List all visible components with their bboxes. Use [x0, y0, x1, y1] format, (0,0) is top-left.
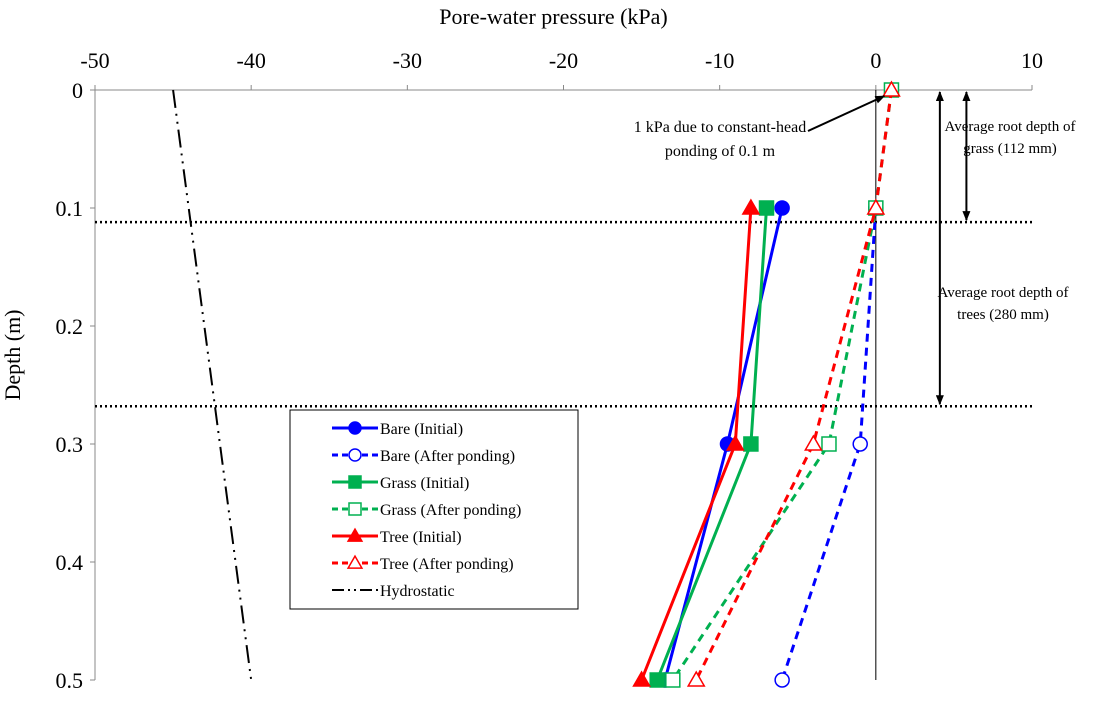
data-point-triangle	[741, 198, 761, 215]
legend-label: Bare (After ponding)	[380, 448, 515, 465]
x-tick-label: -20	[549, 48, 578, 73]
legend-label: Grass (After ponding)	[380, 502, 521, 519]
series-group	[172, 89, 253, 681]
series-group	[686, 80, 901, 687]
legend-item: Grass (After ponding)	[332, 502, 521, 519]
data-point-triangle	[804, 434, 823, 451]
data-point-circle	[348, 421, 362, 435]
y-tick-label: 0.4	[56, 550, 84, 575]
series-group	[665, 82, 900, 688]
annotation-ponding-line2: ponding of 0.1 m	[665, 143, 776, 160]
legend-label: Tree (After ponding)	[380, 556, 514, 573]
annotation-ponding-line1: 1 kPa due to constant-head	[634, 119, 806, 136]
legend-item: Hydrostatic	[332, 583, 455, 600]
legend-item: Bare (After ponding)	[332, 448, 515, 465]
legend-item: Tree (Initial)	[332, 527, 462, 546]
data-point-triangle	[866, 198, 886, 215]
series-line	[671, 89, 893, 681]
annotation-grass-line2: grass (112 mm)	[963, 141, 1057, 157]
annotation-ponding-arrow	[807, 95, 886, 132]
x-tick-label: -10	[705, 48, 734, 73]
legend-item: Tree (After ponding)	[332, 554, 514, 573]
x-tick-label: -50	[80, 48, 109, 73]
y-tick-label: 0.2	[56, 314, 84, 339]
legend-label: Tree (Initial)	[380, 529, 462, 546]
y-axis-title: Depth (m)	[0, 309, 25, 400]
data-point-triangle	[882, 80, 901, 97]
annotation-trees-line1: Average root depth of	[938, 285, 1069, 301]
series-group	[657, 200, 790, 688]
data-point-square	[348, 475, 362, 489]
data-point-square	[665, 672, 681, 688]
legend-label: Grass (Initial)	[380, 475, 469, 492]
data-point-triangle	[346, 527, 364, 542]
y-tick-label: 0	[72, 78, 83, 103]
x-tick-label: -30	[393, 48, 422, 73]
y-tick-label: 0.1	[56, 196, 84, 221]
x-tick-label: -40	[237, 48, 266, 73]
x-tick-label: 10	[1021, 48, 1043, 73]
data-point-triangle	[686, 670, 706, 687]
data-point-square	[348, 502, 362, 516]
series-line	[172, 89, 253, 681]
y-tick-label: 0.5	[56, 668, 84, 693]
series-group	[632, 198, 761, 687]
data-point-circle	[774, 200, 790, 216]
data-point-circle	[774, 672, 790, 688]
data-point-circle	[348, 448, 362, 462]
series-line	[694, 89, 893, 681]
legend-label: Hydrostatic	[380, 583, 455, 600]
annotation-trees-line2: trees (280 mm)	[957, 307, 1049, 323]
x-axis-title: Pore-water pressure (kPa)	[439, 4, 667, 29]
data-point-triangle	[632, 670, 651, 687]
legend-label: Bare (Initial)	[380, 421, 463, 438]
data-point-triangle	[725, 434, 745, 451]
data-point-square	[649, 672, 665, 688]
series-group	[649, 200, 775, 688]
data-point-square	[821, 436, 837, 452]
x-tick-label: 0	[870, 48, 881, 73]
data-point-square	[758, 200, 775, 216]
legend-item: Grass (Initial)	[332, 475, 469, 492]
data-point-circle	[852, 436, 868, 452]
y-tick-label: 0.3	[56, 432, 84, 457]
annotation-grass-line1: Average root depth of	[945, 119, 1076, 135]
data-point-square	[743, 436, 759, 452]
legend-item: Bare (Initial)	[332, 421, 463, 438]
data-point-triangle	[346, 554, 364, 569]
